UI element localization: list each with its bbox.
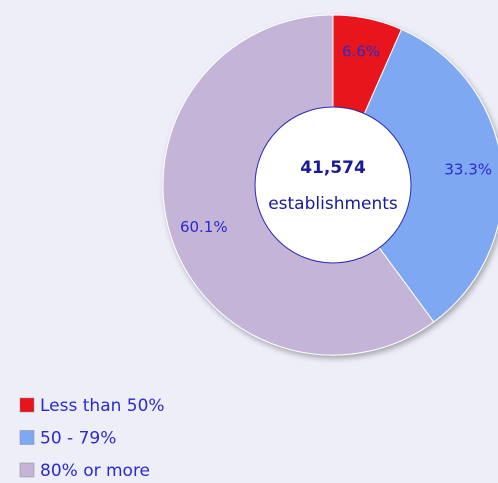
legend-swatch bbox=[19, 462, 35, 478]
legend-swatch bbox=[19, 397, 35, 413]
legend-label: 80% or more bbox=[40, 461, 150, 481]
value-label: 33.3% bbox=[444, 161, 492, 179]
slice bbox=[332, 28, 498, 323]
center-number: 41,574 bbox=[300, 158, 366, 178]
legend-swatch bbox=[19, 430, 35, 445]
legend-label: 50 - 79% bbox=[40, 429, 116, 449]
donut-hole bbox=[254, 106, 412, 264]
center-caption: establishments bbox=[268, 194, 398, 214]
value-label: 60.1% bbox=[180, 218, 228, 236]
value-label: 6.6% bbox=[342, 42, 380, 60]
legend-label: Less than 50% bbox=[40, 396, 165, 416]
